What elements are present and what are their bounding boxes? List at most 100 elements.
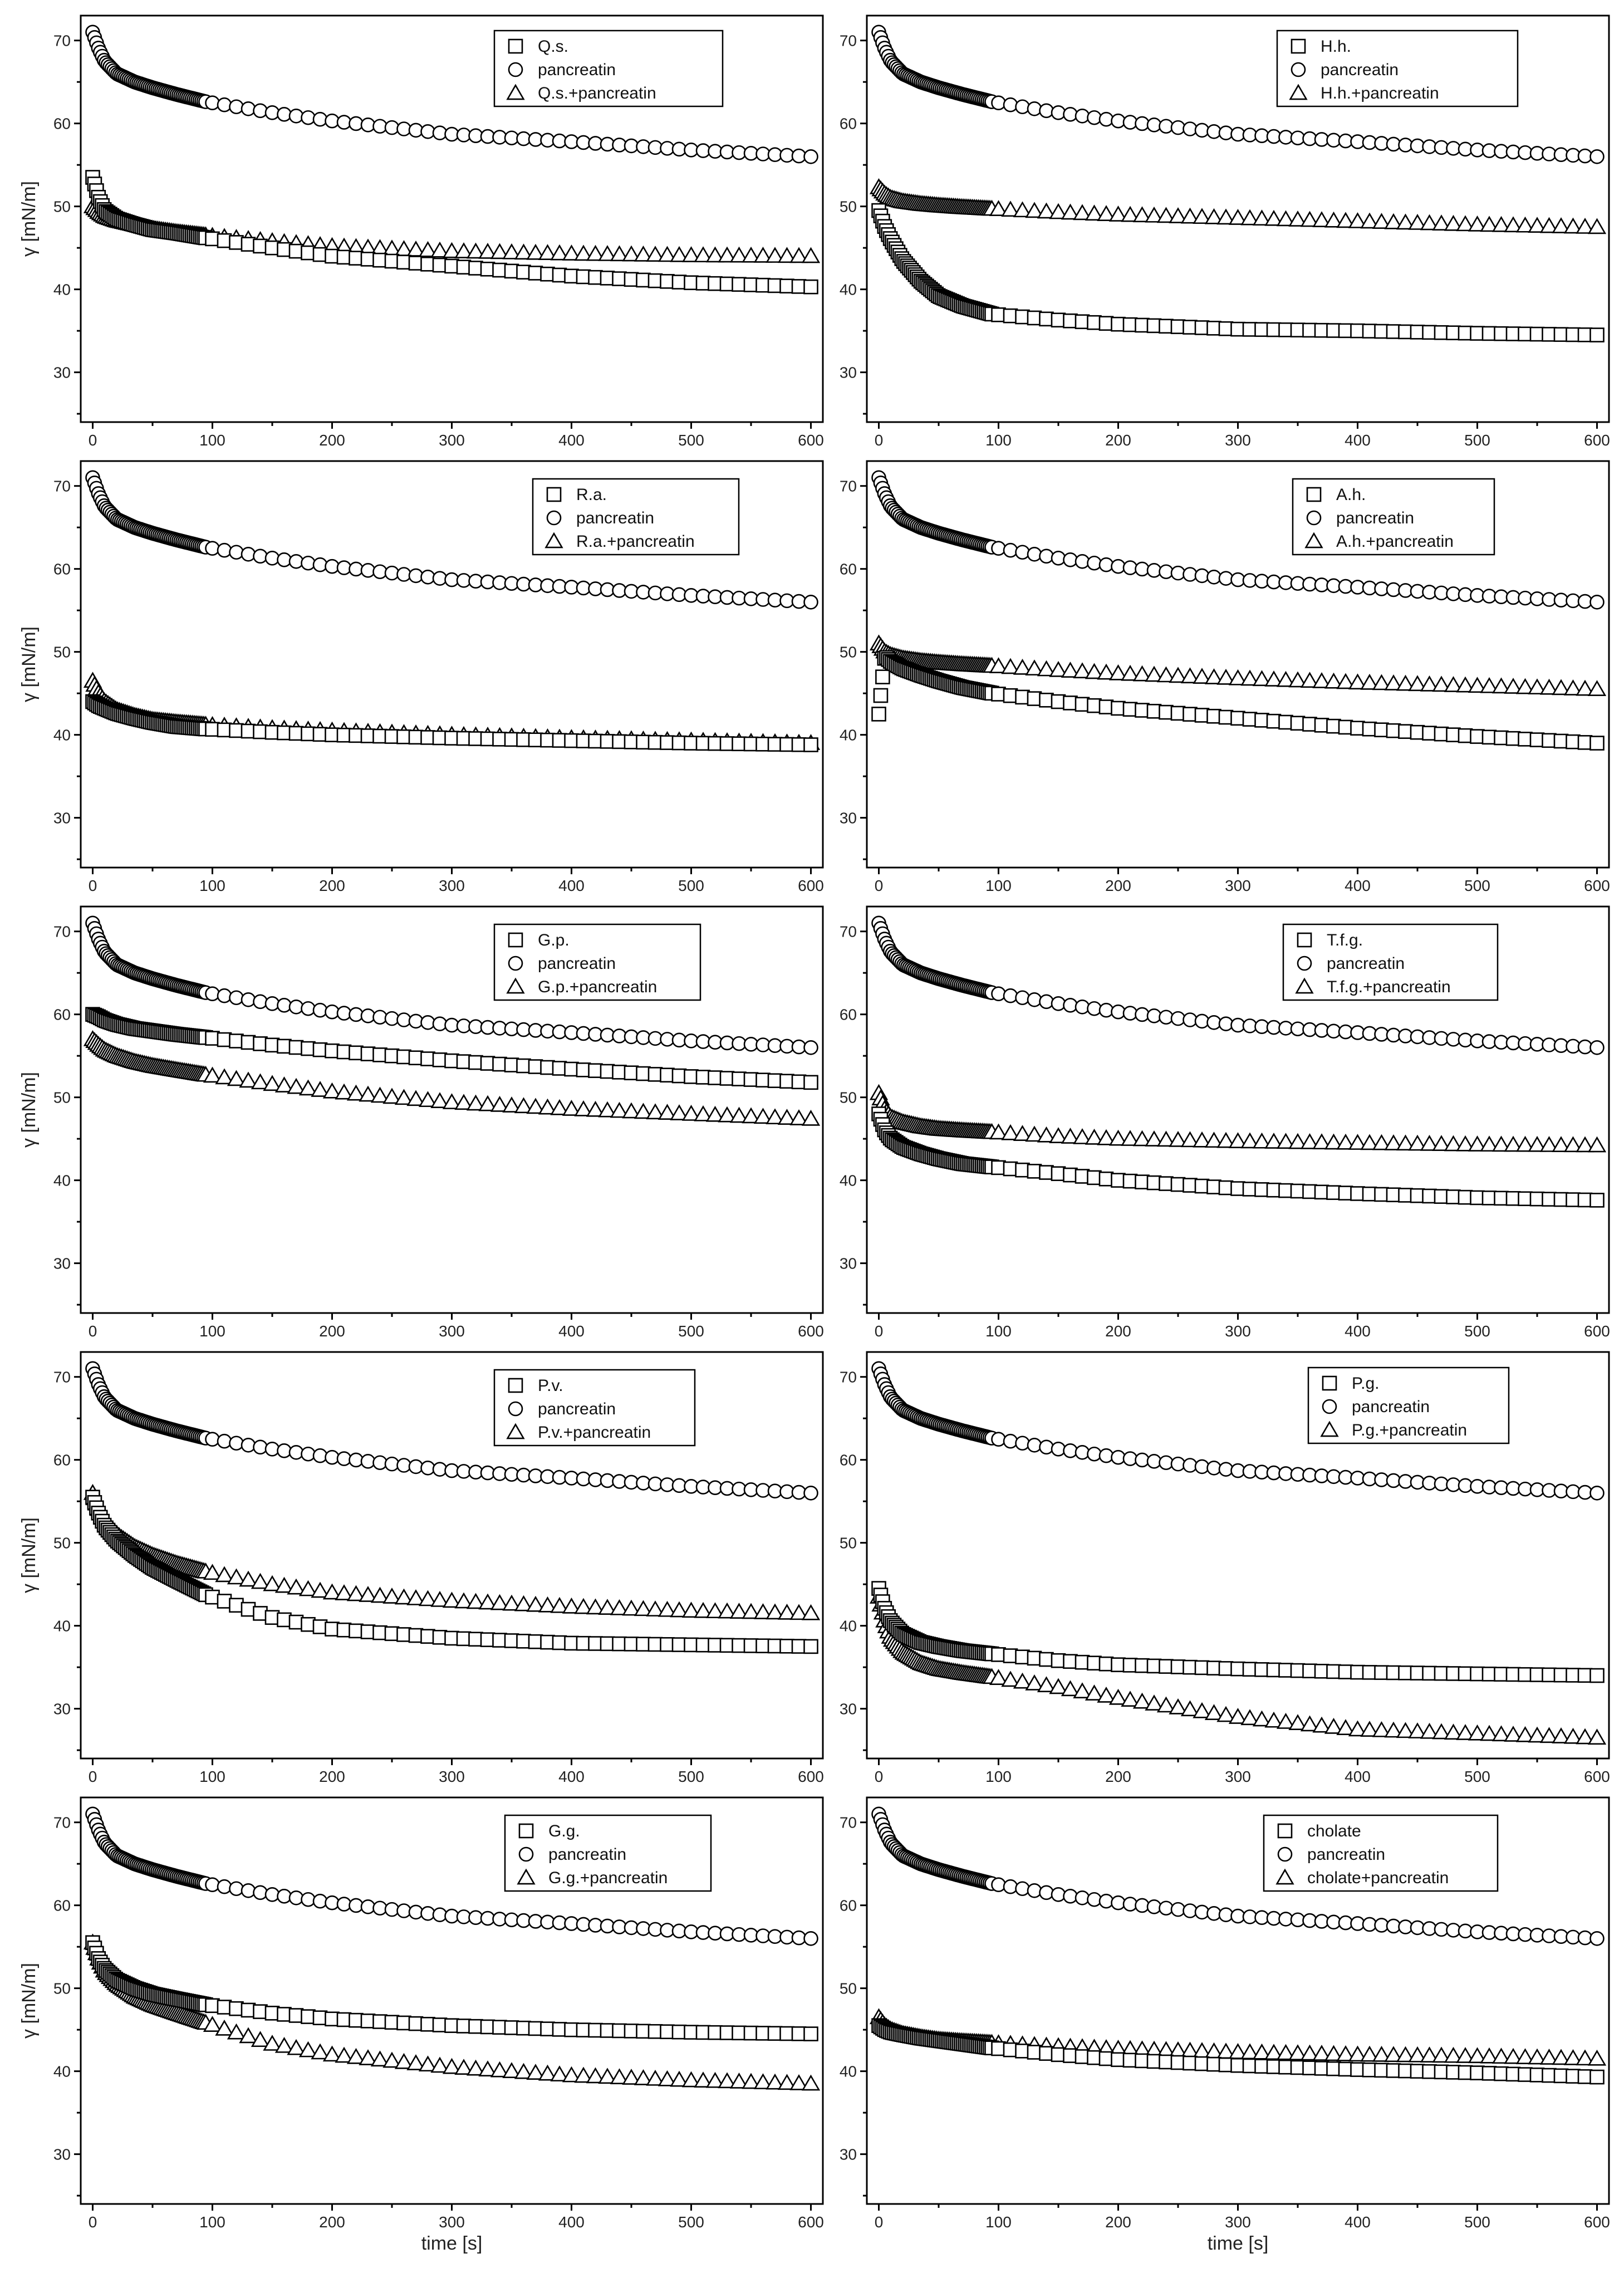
legend-marker	[518, 1846, 534, 1862]
data-point	[370, 1086, 390, 1103]
data-point	[1135, 1452, 1150, 1468]
data-point	[1075, 553, 1090, 569]
data-point	[1278, 1183, 1293, 1198]
data-point	[624, 272, 639, 287]
x-tick-label: 600	[1584, 432, 1610, 449]
y-tick-label: 40	[53, 1172, 71, 1189]
data-point	[1372, 674, 1391, 690]
x-tick-label: 200	[319, 1322, 345, 1340]
data-point	[1254, 713, 1269, 728]
legend-marker	[1322, 1375, 1337, 1391]
data-point	[241, 992, 256, 1007]
x-tick-label: 200	[319, 432, 345, 449]
data-point	[264, 996, 280, 1011]
x-tick-label: 100	[985, 1768, 1012, 1785]
data-point	[1456, 215, 1475, 232]
data-point	[1146, 1008, 1162, 1023]
data-point	[1420, 214, 1439, 231]
legend-entry: cholate	[1307, 1822, 1361, 1840]
data-point	[576, 1635, 591, 1651]
data-point	[1398, 724, 1413, 739]
data-point	[396, 567, 411, 582]
chart-panel-4: 0 100 200 300 400 500 600 30 40 50 60 70 A.h. pancrea…	[840, 460, 1610, 894]
y-tick-label: 60	[53, 1452, 71, 1469]
data-point	[636, 734, 651, 750]
data-point	[253, 1885, 268, 1900]
legend-marker	[506, 1423, 525, 1439]
data-point	[1098, 1002, 1114, 1018]
x-tick-label: 200	[1105, 1768, 1131, 1785]
data-point	[504, 732, 519, 747]
y-tick-label: 40	[840, 1172, 857, 1189]
data-point	[989, 657, 1008, 673]
data-point	[349, 728, 364, 743]
legend: G.g. pancreatin G.g.+pancreatin	[504, 1814, 712, 1892]
data-point	[325, 1449, 340, 1465]
data-point	[454, 1094, 473, 1110]
x-tick-label: 100	[985, 432, 1012, 449]
x-tick-label: 200	[1105, 877, 1131, 894]
legend-marker	[1306, 510, 1322, 526]
data-point	[1589, 736, 1605, 751]
data-point	[1183, 1903, 1198, 1918]
data-point	[1183, 567, 1198, 582]
data-point	[251, 1073, 270, 1090]
y-axis-label: γ [mN/m]	[18, 1517, 40, 1593]
data-point	[1183, 1012, 1198, 1027]
data-point	[312, 247, 328, 262]
data-point	[1552, 217, 1571, 233]
x-tick-label: 600	[798, 2213, 824, 2231]
data-point	[610, 245, 629, 262]
y-tick-label: 30	[840, 364, 857, 381]
data-point	[1132, 1130, 1152, 1147]
data-point	[1121, 1130, 1140, 1146]
data-point	[766, 247, 784, 263]
data-point	[264, 1442, 280, 1457]
data-point	[1169, 667, 1188, 683]
chart-panel-1: 0 100 200 300 400 500 600 30 40 50 60 70 γ [mN/m] Q.s…	[18, 14, 824, 449]
data-point	[217, 1879, 232, 1894]
legend-marker	[1297, 932, 1312, 948]
data-point	[1470, 1190, 1485, 1206]
data-point	[991, 1160, 1006, 1175]
legend-marker	[544, 532, 563, 548]
data-point	[1194, 1904, 1210, 1920]
legend-marker	[1277, 1846, 1293, 1862]
data-point	[1386, 723, 1401, 738]
data-point	[1515, 1135, 1535, 1152]
y-axis-label: γ [mN/m]	[18, 626, 40, 702]
data-point	[1206, 321, 1221, 336]
x-tick-label: 200	[1105, 2213, 1131, 2231]
data-point	[1288, 1133, 1307, 1149]
legend-box	[493, 923, 701, 1001]
data-point	[1396, 1134, 1415, 1151]
data-point	[598, 1101, 617, 1118]
data-point	[287, 1077, 306, 1094]
data-point	[801, 247, 821, 263]
data-point	[1468, 1135, 1487, 1152]
data-point	[384, 253, 400, 269]
data-point	[777, 1603, 797, 1620]
data-point	[406, 1589, 425, 1605]
x-tick-label: 500	[1464, 877, 1490, 894]
legend-entry: A.h.+pancreatin	[1336, 532, 1454, 551]
x-tick-label: 300	[1225, 2213, 1251, 2231]
data-point	[1216, 208, 1235, 225]
data-point	[325, 248, 340, 264]
data-point	[432, 1016, 448, 1031]
data-point	[671, 735, 687, 751]
data-point	[384, 565, 400, 581]
data-point	[1589, 1485, 1605, 1501]
data-point	[263, 1075, 282, 1091]
data-point	[1097, 205, 1116, 221]
data-point	[1444, 676, 1463, 692]
data-point	[1314, 718, 1329, 733]
data-point	[432, 1462, 448, 1477]
x-tick-label: 600	[798, 432, 824, 449]
y-axis-label: γ [mN/m]	[18, 1963, 40, 2039]
data-point	[1025, 202, 1044, 218]
data-point	[538, 1098, 557, 1115]
data-point	[1051, 996, 1066, 1011]
data-point	[1135, 1898, 1150, 1913]
data-point	[205, 986, 220, 1001]
